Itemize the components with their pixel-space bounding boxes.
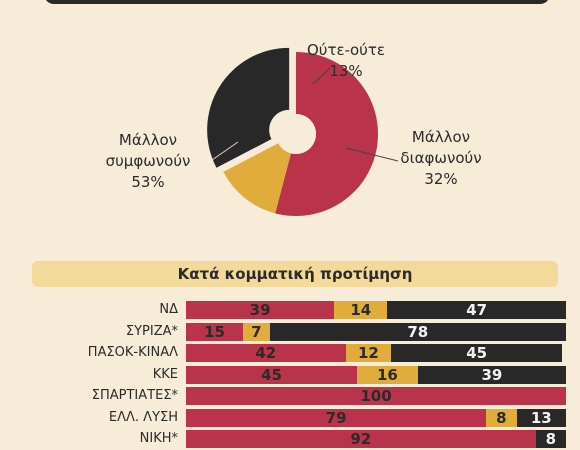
pie-label-neutral: Ούτε-ούτε 13%	[296, 40, 396, 82]
pie-label-neutral-value: 13%	[329, 62, 363, 80]
bar-segment-agree: 92	[186, 430, 536, 448]
pie-label-disagree: Μάλλον διαφωνούν 32%	[384, 127, 498, 190]
pie-leader-line	[211, 141, 239, 161]
bar-category-label: ΣΠΑΡΤΙΑΤΕΣ*	[91, 388, 178, 403]
bar-row: ΚΚΕ 45 16 39	[0, 365, 580, 385]
bar-row: ΝΔ 39 14 47	[0, 300, 580, 320]
bar-segment-agree: 45	[186, 365, 357, 384]
pie-label-agree-line1: Μάλλον	[118, 131, 178, 149]
pie-slice-neutral	[223, 143, 291, 214]
pie-label-disagree-value: 32%	[424, 170, 458, 188]
bar-row: ΣΥΡΙΖΑ* 15 7 78	[0, 322, 580, 342]
pie-label-neutral-line1: Ούτε-ούτε	[306, 41, 386, 59]
bar-category-label: ΝΔ	[159, 302, 178, 317]
top-banner	[44, 0, 550, 4]
stacked-bar: 79 8 13	[186, 408, 566, 427]
bar-segment-disagree: 78	[269, 322, 566, 341]
pie-leader-line	[345, 147, 399, 162]
bar-category-label: ΕΛΛ. ΛΥΣΗ	[108, 409, 178, 425]
pie-leader-line	[312, 67, 331, 85]
bar-segment-neutral: 8	[486, 408, 517, 427]
bar-category-label: ΠΑΣΟΚ-ΚΙΝΑΛ	[87, 345, 178, 360]
bar-segment-disagree: 13	[516, 408, 566, 427]
bar-segment-neutral: 14	[334, 301, 388, 319]
stacked-bar: 39 14 47	[186, 301, 566, 319]
stacked-bar: 15 7 78	[186, 322, 566, 341]
stacked-bar: 42 12 45	[186, 344, 566, 362]
section-title: Κατά κομματική προτίμηση	[32, 261, 558, 287]
donut-chart	[207, 47, 399, 217]
pie-slice-agree	[275, 52, 378, 217]
bar-segment-disagree: 47	[387, 301, 566, 319]
bar-segment-neutral: 12	[345, 344, 392, 362]
pie-label-agree-value: 53%	[131, 173, 165, 191]
bar-segment-neutral: 16	[357, 365, 418, 384]
bar-segment-agree: 15	[186, 322, 243, 341]
donut-hole	[276, 114, 316, 154]
pie-label-agree: Μάλλον συμφωνούν 53%	[92, 130, 204, 193]
bar-category-label: ΣΥΡΙΖΑ*	[125, 323, 178, 339]
bar-segment-disagree: 8	[535, 430, 566, 448]
bar-row: ΠΑΣΟΚ-ΚΙΝΑΛ 42 12 45	[0, 343, 580, 363]
bar-row: ΣΠΑΡΤΙΑΤΕΣ* 100	[0, 386, 580, 406]
bar-segment-neutral: 7	[243, 322, 270, 341]
pie-slice-disagree	[207, 47, 290, 168]
bar-segment-agree: 100	[186, 387, 566, 405]
bar-category-label: ΚΚΕ	[152, 366, 178, 382]
pie-label-agree-line2: συμφωνούν	[105, 152, 191, 170]
pie-label-disagree-line1: Μάλλον	[411, 128, 471, 146]
bar-category-label: ΝΙΚΗ*	[139, 431, 178, 446]
stacked-bar: 92 8	[186, 430, 566, 448]
bar-segment-agree: 39	[186, 301, 335, 319]
bar-segment-disagree: 45	[391, 344, 563, 362]
bar-segment-agree: 42	[186, 344, 346, 362]
bar-row: ΕΛΛ. ΛΥΣΗ 79 8 13	[0, 408, 580, 428]
pie-label-disagree-line2: διαφωνούν	[400, 149, 482, 167]
stacked-bar: 45 16 39	[186, 365, 566, 384]
bar-row: ΝΙΚΗ* 92 8	[0, 429, 580, 449]
bar-segment-disagree: 39	[417, 365, 566, 384]
bar-segment-agree: 79	[186, 408, 487, 427]
stacked-bar: 100	[186, 387, 566, 405]
